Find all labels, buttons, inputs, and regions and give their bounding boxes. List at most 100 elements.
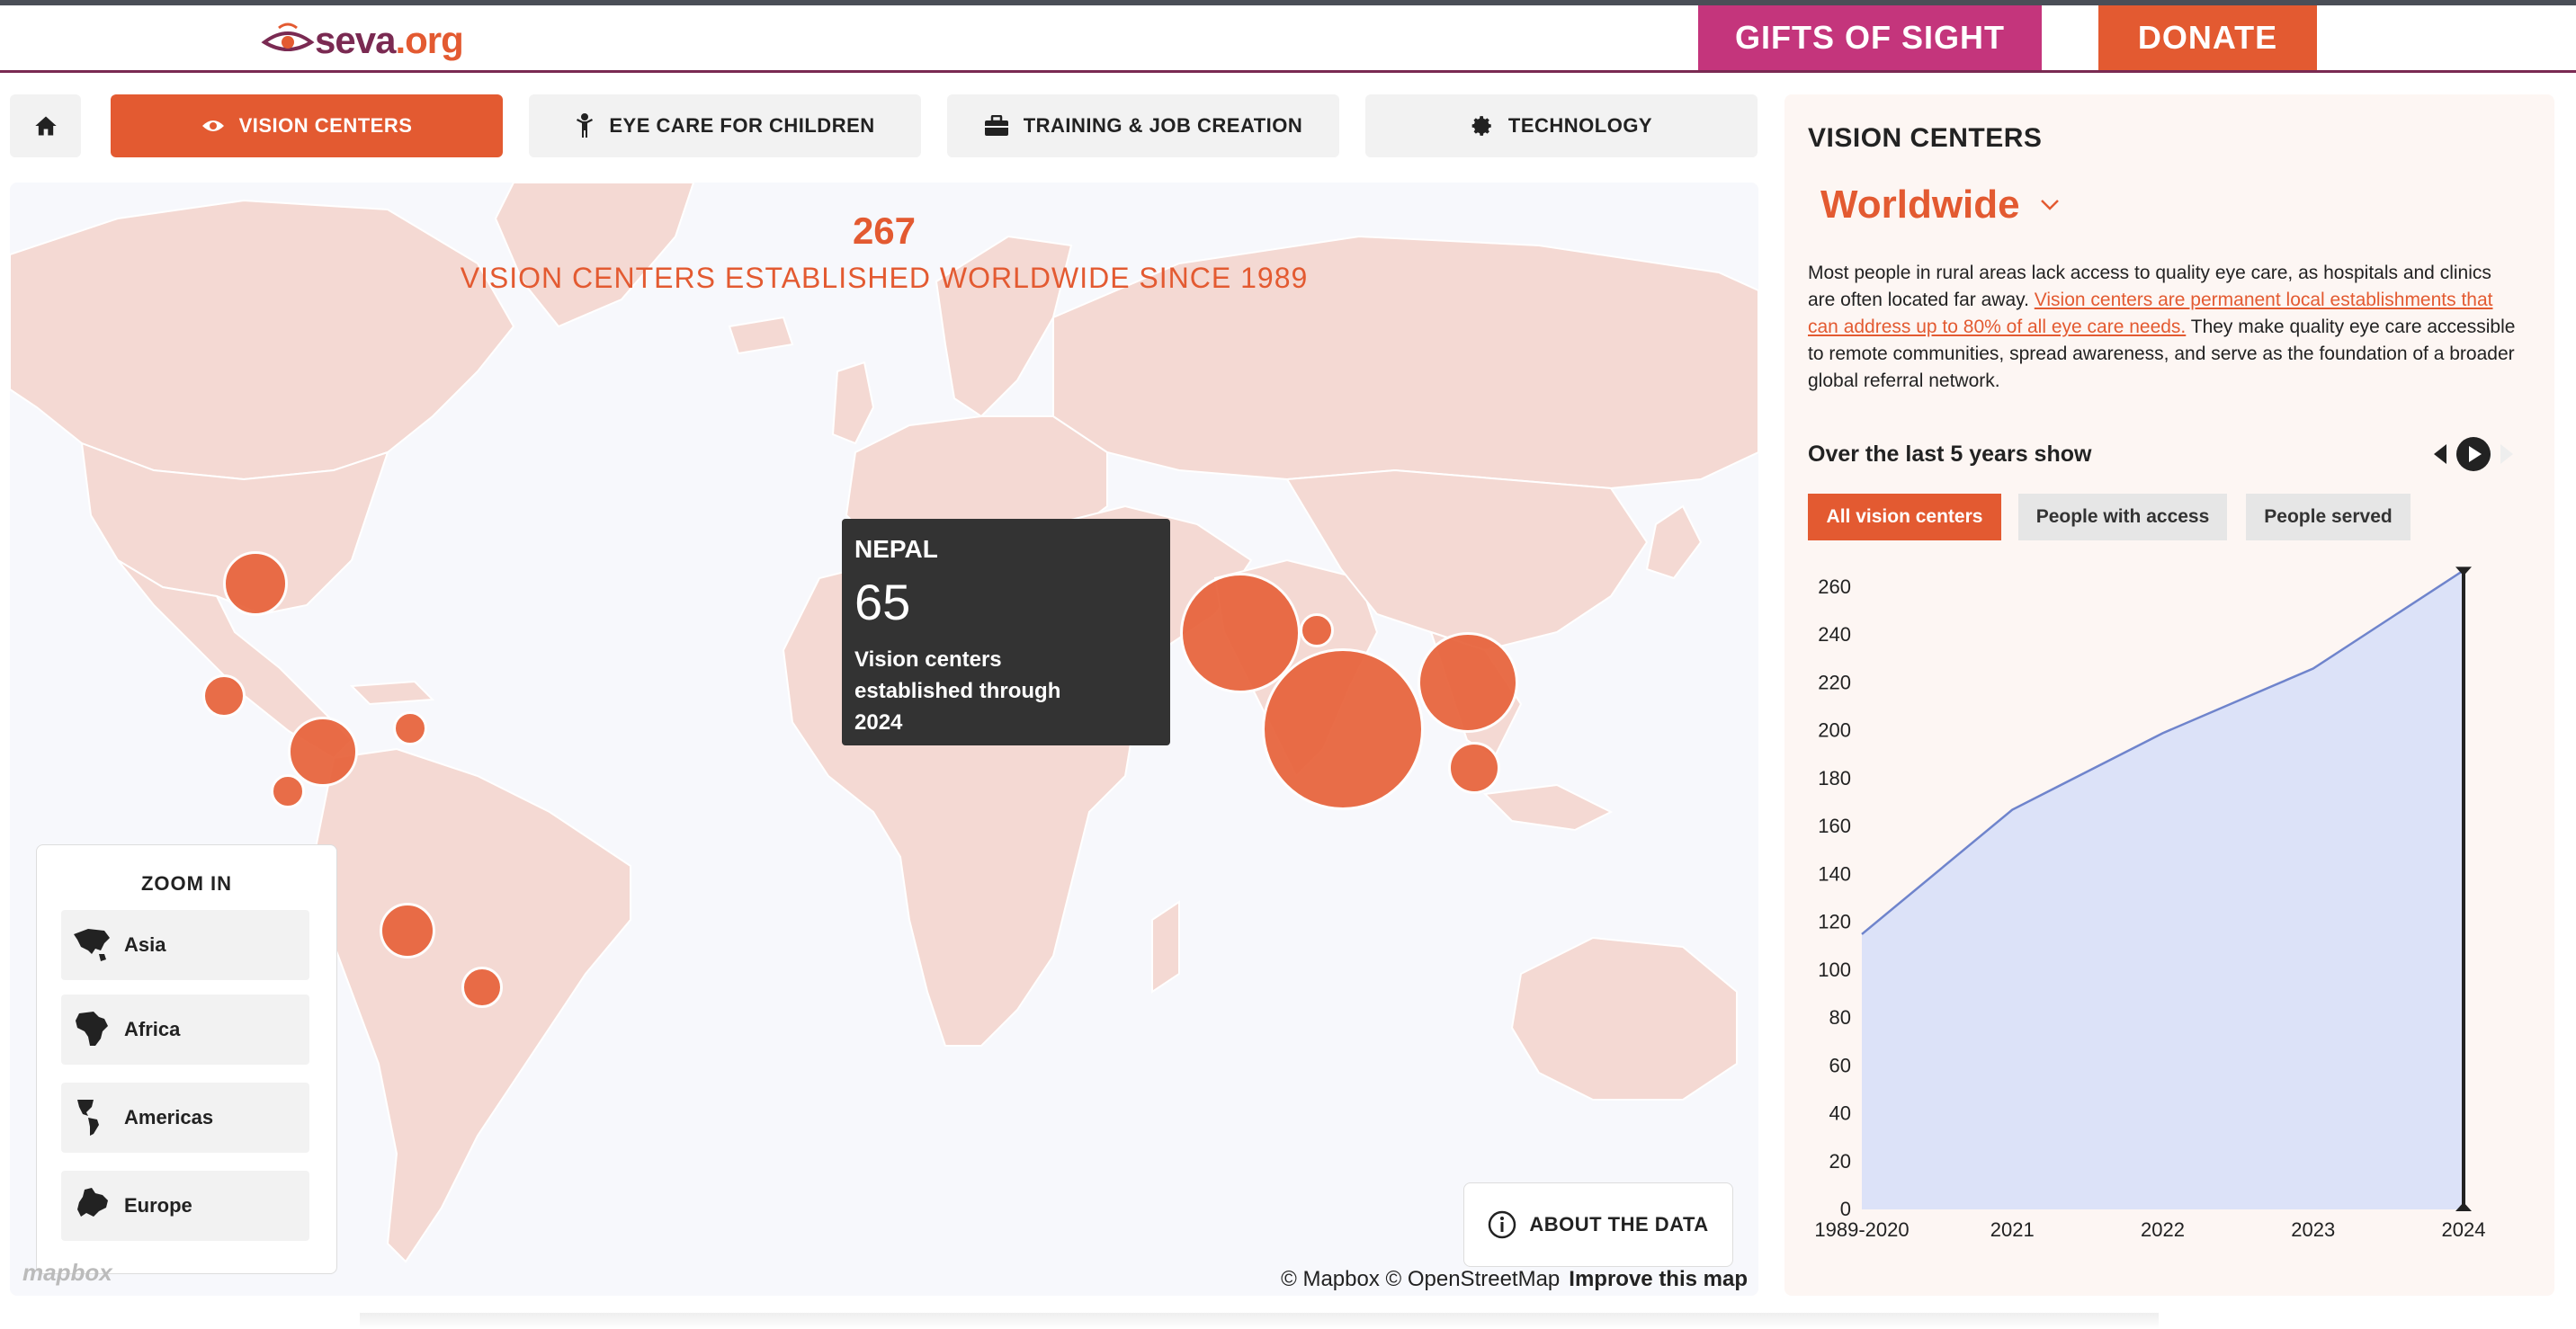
tab-label: EYE CARE FOR CHILDREN [609,114,875,137]
map-bubble-peru[interactable] [380,903,435,959]
vision-centers-link[interactable]: Vision centers are permanent local estab… [1808,290,2493,337]
improve-map-link[interactable]: Improve this map [1569,1267,1748,1291]
panel-description: Most people in rural areas lack access t… [1808,263,2516,391]
asia-icon [74,929,110,961]
chart-marker-top-handle [2455,566,2472,576]
chart-y-tick-label: 260 [1818,575,1851,598]
chart-y-tick-label: 200 [1818,719,1851,742]
attribution-text[interactable]: © Mapbox © OpenStreetMap [1281,1267,1561,1291]
map-bubble-haiti[interactable] [393,711,427,745]
chart-x-tick-label: 2024 [2442,1218,2486,1241]
mapbox-logo[interactable]: mapbox [22,1259,112,1286]
tooltip-description: Vision centers established through 2024 [854,647,1061,735]
zoom-title: ZOOM IN [140,872,233,895]
zoom-item-label: Europe [124,1194,192,1217]
americas-icon [77,1100,99,1136]
gifts-of-sight-button[interactable]: GIFTS OF SIGHT [1698,5,2042,70]
chart-series-line [1861,569,2464,935]
chart-y-tick-label: 120 [1818,911,1851,933]
chart-y-tick-label: 140 [1818,862,1851,885]
site-header: seva.org GIFTS OF SIGHT DONATE [0,5,2576,73]
region-select-value: Worldwide [1820,183,2020,227]
time-range-label: Over the last 5 years show [1808,442,2092,467]
zoom-africa-button[interactable]: Africa [61,995,309,1065]
zoom-item-label: Americas [124,1106,214,1128]
chart-y-tick-label: 60 [1829,1054,1851,1076]
chart-x-tick-label: 2021 [1990,1218,2035,1241]
map-bubble-china[interactable] [1418,632,1518,733]
tab-label: TRAINING & JOB CREATION [1023,114,1303,137]
map-bubble-mexico[interactable] [202,674,246,718]
zoom-panel: ZOOM IN Asia Africa Americas Europe [36,844,337,1274]
previous-icon[interactable] [2430,442,2450,466]
zoom-americas-button[interactable]: Americas [61,1083,309,1153]
chart-y-tick-label: 20 [1829,1150,1851,1173]
donate-button[interactable]: DONATE [2098,5,2317,70]
map-bubble-central-america[interactable] [271,774,305,808]
zoom-asia-button[interactable]: Asia [61,910,309,980]
metric-all-vision-centers[interactable]: All vision centers [1808,494,2001,540]
region-select[interactable]: Worldwide [1820,183,2060,227]
logo-text: seva.org [315,19,464,61]
about-the-data-button[interactable]: ABOUT THE DATA [1463,1182,1733,1267]
metric-people-served[interactable]: People served [2246,494,2411,540]
tab-label: VISION CENTERS [238,114,413,137]
map-bubble-usa[interactable] [223,551,288,616]
next-icon[interactable] [2497,442,2517,466]
briefcase-icon [984,115,1008,136]
chart-x-tick-label: 2023 [2291,1218,2335,1241]
chart-x-tick-label: 2022 [2141,1218,2185,1241]
tab-technology[interactable]: TECHNOLOGY [1365,94,1758,157]
tooltip-value: 65 [854,574,911,630]
tab-label: TECHNOLOGY [1507,114,1653,137]
chart-y-tick-label: 40 [1829,1102,1851,1125]
total-vision-centers-number: 267 [852,210,917,252]
total-vision-centers-caption: VISION CENTERS ESTABLISHED WORLDWIDE SIN… [460,262,1309,294]
tab-training-job-creation[interactable]: TRAINING & JOB CREATION [947,94,1339,157]
chart-y-tick-label: 220 [1818,671,1851,693]
tooltip-country: NEPAL [854,535,938,563]
gear-icon [1471,116,1491,136]
europe-icon [77,1188,108,1217]
chart-y-tick-label: 0 [1840,1198,1851,1220]
panel-title: VISION CENTERS [1808,123,2043,153]
page-bottom-shadow [360,1313,2159,1329]
map-bubble-india[interactable] [1262,648,1424,810]
chart-marker-bottom-handle [2455,1202,2472,1211]
map-bubble-guatemala[interactable] [288,717,358,787]
eye-logo-icon [261,22,315,51]
chart-y-tick-label: 160 [1818,815,1851,837]
chart-x-tick-label: 1989-2020 [1814,1218,1909,1241]
world-map[interactable]: 267 VISION CENTERS ESTABLISHED WORLDWIDE… [10,183,1758,1296]
africa-icon [76,1012,108,1046]
tab-home[interactable] [10,94,81,157]
about-the-data-label: ABOUT THE DATA [1529,1213,1709,1235]
map-bubble-cambodia[interactable] [1448,742,1500,794]
chart-y-tick-label: 100 [1818,959,1851,981]
tab-eye-care-children[interactable]: EYE CARE FOR CHILDREN [529,94,921,157]
timeline-player [2430,436,2517,472]
child-icon [577,113,594,138]
tab-vision-centers[interactable]: VISION CENTERS [111,94,503,157]
play-icon[interactable] [2455,436,2491,472]
eye-icon [201,120,224,131]
chart-y-tick-label: 180 [1818,767,1851,789]
vision-centers-area-chart: 0 20 40 60 80 100 120 140 160 180 200 220 240 260 1989… [1814,566,2486,1241]
zoom-item-label: Africa [124,1018,181,1040]
window-top-bar [0,0,2576,5]
seva-logo[interactable]: seva.org [261,18,464,63]
chart-area-fill [1862,570,2464,1209]
map-bubble-bolivia[interactable] [461,967,503,1008]
info-icon [1489,1210,1516,1239]
zoom-europe-button[interactable]: Europe [61,1171,309,1241]
map-tooltip: NEPAL 65 Vision centers established thro… [842,519,1170,745]
map-bubble-nepal[interactable] [1300,613,1334,647]
chart-y-tick-label: 240 [1818,623,1851,646]
map-attribution: © Mapbox © OpenStreetMap Improve this map [1281,1267,1748,1292]
chevron-down-icon [2040,200,2059,210]
metric-people-with-access[interactable]: People with access [2018,494,2227,540]
zoom-item-label: Asia [124,933,166,956]
home-icon [34,116,57,136]
chart-y-tick-label: 80 [1829,1006,1851,1029]
map-bubble-pakistan[interactable] [1180,573,1301,693]
